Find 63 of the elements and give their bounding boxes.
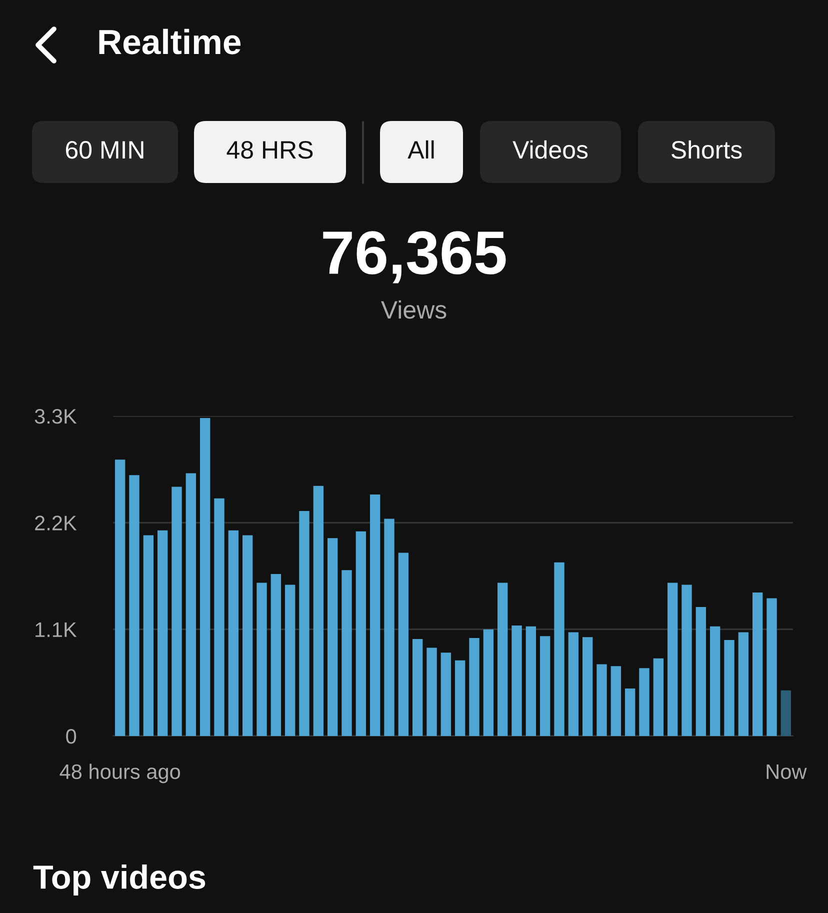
bar: [497, 582, 508, 736]
bar: [299, 511, 310, 736]
bar: [526, 626, 536, 736]
bar: [356, 531, 366, 736]
bar: [766, 598, 777, 736]
bar: [426, 648, 437, 736]
bar: [398, 552, 409, 736]
y-tick-label: 3.3K: [34, 409, 77, 424]
text: Shorts: [672, 140, 742, 159]
y-tick-label: 2.2K: [35, 516, 77, 530]
bar: [624, 688, 636, 736]
text: Views: [380, 300, 446, 319]
bar: [610, 666, 622, 736]
bar: [483, 629, 494, 736]
bar: [724, 640, 734, 736]
bar: [200, 418, 210, 736]
bar: [653, 658, 664, 736]
bar: [143, 535, 154, 736]
bar: [384, 518, 394, 736]
bar: [512, 625, 522, 736]
bar: [667, 582, 678, 736]
text: 48 HRS: [226, 141, 313, 159]
bar: [568, 632, 579, 736]
bar: [540, 636, 550, 736]
bar: [710, 626, 720, 736]
bar: [582, 637, 593, 736]
bar: [214, 498, 224, 736]
bar: [682, 584, 692, 736]
bar: [186, 473, 196, 736]
bar: [172, 486, 182, 736]
bar: [440, 652, 452, 736]
bar: [114, 460, 126, 736]
bar: [256, 582, 267, 736]
bar: [696, 607, 706, 736]
chart-title: Realtime: [99, 28, 241, 54]
y-tick-label: 0: [66, 729, 76, 744]
bar: [242, 535, 253, 736]
bar: [780, 690, 792, 736]
bar: [752, 592, 763, 736]
bar: [738, 632, 749, 736]
bar: [596, 664, 607, 736]
bar: [412, 639, 423, 736]
bar: [469, 638, 480, 736]
y-tick-label: 1.1K: [36, 622, 77, 637]
bar: [313, 486, 324, 736]
bar: [157, 530, 168, 736]
x-tick-label: Now: [766, 764, 807, 780]
bar: [228, 530, 239, 736]
bar: [639, 668, 650, 736]
bar: [327, 538, 338, 736]
bar: [342, 570, 352, 736]
text: All: [408, 140, 434, 158]
x-tick-label: 48 hours ago: [60, 764, 180, 784]
text: Top videos: [33, 864, 206, 896]
bar: [370, 494, 380, 736]
bar: [554, 562, 564, 736]
text: 60 MIN: [66, 141, 144, 159]
bar: [284, 584, 296, 736]
text: Videos: [512, 140, 588, 159]
bar: [270, 574, 282, 736]
text: 76,365: [323, 231, 506, 284]
bar: [129, 475, 140, 736]
bar: [454, 660, 466, 736]
